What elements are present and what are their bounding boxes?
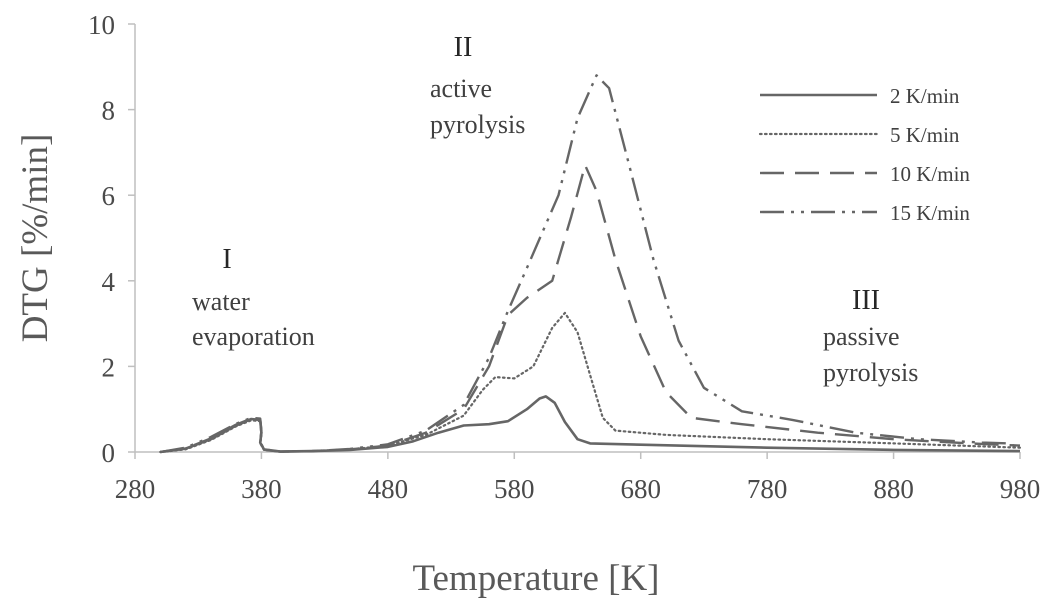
x-tick-label: 380 [241,474,282,504]
annotation-region-1-line-1: water [192,287,250,316]
series-layer [159,74,1022,454]
x-tick-label: 880 [873,474,914,504]
x-tick-label: 480 [368,474,409,504]
y-tick-label: 10 [88,10,115,40]
annotation-region-2-line-2: pyrolysis [430,110,525,139]
series-line-1 [160,395,1021,454]
x-tick-label: 680 [620,474,661,504]
series-line-2 [159,311,1022,454]
legend-label-2: 5 K/min [890,123,960,147]
annotation-region-1: I water evaporation [192,244,315,351]
annotation-region-1-numeral: I [222,244,231,275]
annotation-region-1-line-2: evaporation [192,322,315,351]
y-tick-label: 0 [102,438,116,468]
x-tick-label: 580 [494,474,535,504]
x-tick-label: 280 [115,474,156,504]
y-tick-label: 2 [102,352,116,382]
legend-label-1: 2 K/min [890,84,960,108]
annotation-region-3-line-1: passive [823,322,900,351]
legend-label-3: 10 K/min [890,162,970,186]
annotation-region-2: II active pyrolysis [430,32,525,139]
annotation-region-3-line-2: pyrolysis [823,358,918,387]
y-axis-title: DTG [%/min] [15,134,56,343]
series-line-4 [160,74,1021,454]
x-tick-label: 780 [747,474,788,504]
legend-label-4: 15 K/min [890,201,970,225]
axes: 280 380 480 580 680 780 880 980 0 2 4 6 8 10 [88,10,1040,504]
annotation-region-3-numeral: III [852,285,880,316]
annotation-region-2-numeral: II [454,32,473,63]
y-tick-label: 4 [102,267,116,297]
annotation-region-3: III passive pyrolysis [823,285,918,387]
x-tick-label: 980 [1000,474,1041,504]
y-tick-label: 8 [102,96,116,126]
annotation-region-2-line-1: active [430,74,492,103]
y-tick-label: 6 [102,181,116,211]
legend: 2 K/min 5 K/min 10 K/min 15 K/min [758,84,970,225]
x-axis-title: Temperature [K] [412,558,659,599]
